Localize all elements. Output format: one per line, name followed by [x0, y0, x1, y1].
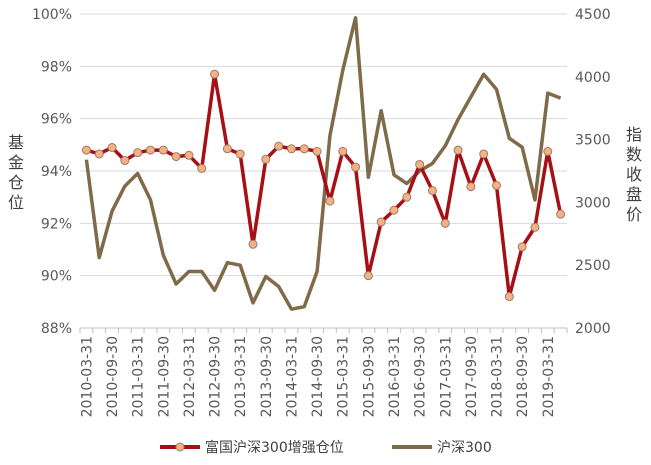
fund-data-point: [402, 192, 412, 202]
left-tick-label: 94%: [41, 164, 72, 180]
fund-data-point: [453, 145, 463, 155]
legend-label-fund: 富国沪深300增强仓位: [205, 439, 344, 456]
fund-data-point: [338, 146, 348, 156]
x-tick-label: 2017-09-30: [464, 336, 480, 417]
fund-data-point: [94, 149, 104, 159]
x-tick-label: 2012-09-30: [208, 336, 224, 417]
fund-data-point: [210, 69, 220, 79]
legend-item-fund: 富国沪深300增强仓位: [160, 439, 344, 456]
x-tick-label: 2015-03-31: [336, 336, 352, 417]
fund-data-point: [530, 222, 540, 232]
index-series-line: [84, 16, 562, 311]
fund-data-point: [145, 145, 155, 155]
fund-data-point: [556, 209, 566, 219]
x-axis: 2010-03-31 2010-09-30 2011-03-31 2011-09-30…: [79, 327, 568, 417]
left-tick-label: 92%: [41, 216, 72, 232]
fund-data-point: [479, 149, 489, 159]
fund-data-point: [517, 242, 527, 252]
right-tick-label: 3500: [575, 133, 611, 149]
fund-data-point: [261, 154, 271, 164]
right-tick-label: 3000: [575, 195, 611, 211]
x-tick-label: 2014-09-30: [310, 336, 326, 417]
fund-data-point: [492, 180, 502, 190]
gridlines: [80, 13, 567, 329]
fund-data-point: [299, 144, 309, 154]
left-tick-label: 100%: [32, 7, 72, 23]
x-tick-label: 2018-03-31: [490, 336, 506, 417]
x-tick-label: 2015-09-30: [361, 336, 377, 417]
right-y-axis: 2000 2500 3000 3500 4000 4500: [575, 7, 611, 337]
fund-data-point: [389, 205, 399, 215]
x-tick-label: 2011-03-31: [131, 336, 147, 417]
left-y-axis: 88% 90% 92% 94% 96% 98% 100%: [32, 7, 72, 337]
fund-data-point: [286, 144, 296, 154]
left-tick-label: 98%: [41, 59, 72, 75]
fund-data-point: [376, 217, 386, 227]
x-tick-label: 2016-09-30: [413, 336, 429, 417]
fund-data-point: [427, 186, 437, 196]
fund-data-point: [158, 145, 168, 155]
fund-data-point: [543, 146, 553, 156]
right-tick-label: 2000: [575, 321, 611, 337]
fund-data-point: [312, 146, 322, 156]
left-tick-label: 90%: [41, 269, 72, 285]
series-fund-position-line: [81, 69, 566, 302]
fund-data-point: [120, 156, 130, 166]
fund-data-point: [325, 196, 335, 206]
fund-data-point: [248, 239, 258, 249]
x-tick-label: 2010-03-31: [79, 336, 95, 417]
x-tick-label: 2013-03-31: [233, 336, 249, 417]
x-tick-label: 2016-03-31: [387, 336, 403, 417]
fund-data-point: [351, 162, 361, 172]
fund-data-point: [81, 145, 91, 155]
fund-data-point: [466, 182, 476, 192]
x-tick-label: 2018-09-30: [515, 336, 531, 417]
legend-label-index: 沪深300: [437, 440, 492, 456]
legend-item-index: 沪深300: [392, 440, 492, 456]
fund-data-point: [133, 148, 143, 158]
legend: 富国沪深300增强仓位 沪深300: [160, 439, 492, 456]
series-index-line: [84, 16, 562, 311]
fund-data-point: [184, 150, 194, 160]
left-tick-label: 96%: [41, 112, 72, 128]
x-tick-label: 2010-09-30: [105, 336, 121, 417]
x-tick-label: 2019-03-31: [541, 336, 557, 417]
right-tick-label: 4000: [575, 70, 611, 86]
fund-data-point: [197, 163, 207, 173]
x-tick-label: 2014-03-31: [284, 336, 300, 417]
x-tick-label: 2012-03-31: [182, 336, 198, 417]
fund-data-point: [504, 292, 514, 302]
x-tick-label: 2013-09-30: [259, 336, 275, 417]
fund-data-point: [235, 149, 245, 159]
x-tick-label: 2017-03-31: [438, 336, 454, 417]
fund-data-point: [107, 142, 117, 152]
right-tick-label: 2500: [575, 258, 611, 274]
right-tick-label: 4500: [575, 7, 611, 23]
left-axis-title: 基金仓位: [8, 133, 24, 212]
fund-data-point: [171, 152, 181, 162]
left-tick-label: 88%: [41, 321, 72, 337]
fund-data-point: [415, 159, 425, 169]
fund-data-point: [222, 144, 232, 154]
fund-data-point: [274, 141, 284, 151]
x-tick-label: 2011-09-30: [156, 336, 172, 417]
fund-data-point: [363, 271, 373, 281]
right-axis-title: 指数收盘价: [626, 125, 642, 224]
legend-swatch-fund-marker: [175, 442, 185, 452]
fund-data-point: [440, 218, 450, 228]
